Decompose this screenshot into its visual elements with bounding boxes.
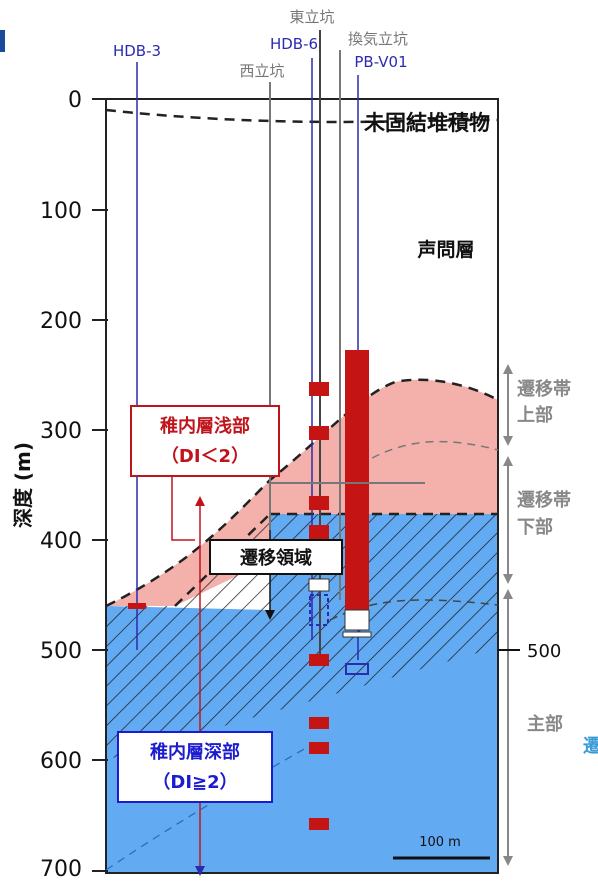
label-pbv01: PB-V01 xyxy=(354,53,407,71)
label-lower-1: 遷移帯 xyxy=(517,489,571,511)
inner-dashed-lower xyxy=(329,599,499,621)
corner-mark xyxy=(0,30,5,52)
shallow-sub: （DI＜2） xyxy=(161,446,249,467)
label-edge-char: 遷 xyxy=(583,736,598,757)
tick-label: 500 xyxy=(40,639,82,664)
tick-label: 0 xyxy=(68,88,82,113)
label-unconsolidated: 未固結堆積物 xyxy=(364,111,490,135)
transition-label-box xyxy=(209,539,343,575)
label-upper-1: 遷移帯 xyxy=(517,378,571,400)
tick-label: 600 xyxy=(40,749,82,774)
shallow-leader xyxy=(171,476,195,541)
pbv01-core xyxy=(342,350,372,675)
shallow-top-boundary xyxy=(105,378,499,608)
inner-dashed-upper xyxy=(359,440,499,466)
hdb3-core xyxy=(128,603,146,609)
deep-sub: （DI≧2） xyxy=(152,772,237,793)
unconsolidated-boundary xyxy=(105,108,499,124)
shallow-label-box xyxy=(130,405,280,477)
label-hdb3: HDB-3 xyxy=(113,42,161,60)
scale-bar-label: 100 m xyxy=(419,835,461,850)
depth-ticks xyxy=(92,98,108,872)
label-upper-2: 上部 xyxy=(517,404,553,426)
tick-label: 400 xyxy=(40,529,82,554)
frame xyxy=(105,98,499,874)
transition-slope-boundary xyxy=(174,513,271,607)
label-west-shaft: 西立坑 xyxy=(239,62,284,80)
shallow-title: 稚内層浅部 xyxy=(160,415,250,437)
transition-hatch xyxy=(106,514,498,760)
label-vent-shaft: 換気立坑 xyxy=(348,30,408,48)
label-main: 主部 xyxy=(527,713,563,735)
transition-title: 遷移領域 xyxy=(240,547,312,569)
shallow-zone-main xyxy=(106,379,498,606)
tick-label: 700 xyxy=(40,857,82,879)
depth-tick-labels: 0 100 200 300 400 500 600 700 xyxy=(40,88,82,882)
deep-label-box xyxy=(117,731,273,803)
label-koetoi: 声問層 xyxy=(416,238,474,261)
deep-title: 稚内層深部 xyxy=(150,741,240,763)
label-500: 500 xyxy=(527,641,561,662)
label-hdb6: HDB-6 xyxy=(270,35,318,53)
tick-label: 100 xyxy=(40,199,82,224)
depth-axis-label: 深度 (m) xyxy=(11,442,35,528)
tick-label: 300 xyxy=(40,419,82,444)
tick-label: 200 xyxy=(40,309,82,334)
label-lower-2: 下部 xyxy=(517,516,553,538)
label-east-shaft: 東立坑 xyxy=(289,8,334,26)
hdb6-cores xyxy=(308,382,330,830)
